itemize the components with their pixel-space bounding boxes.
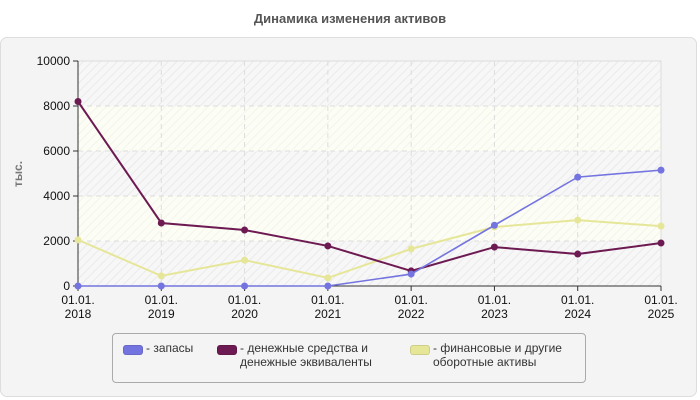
chart-title: Динамика изменения активов: [253, 11, 447, 26]
series-line: [77, 219, 662, 279]
data-point[interactable]: [657, 239, 665, 247]
legend-swatch-zapasy: [123, 345, 143, 355]
series-lines: [74, 98, 665, 290]
data-point[interactable]: [574, 250, 582, 258]
data-point[interactable]: [74, 282, 82, 290]
data-point[interactable]: [324, 274, 332, 282]
legend-item-cash: - денежные средства и денежные эквивален…: [217, 341, 372, 369]
x-tick-label: 2020: [231, 307, 258, 321]
data-point[interactable]: [157, 282, 165, 290]
x-tick-label: 01.01.: [644, 293, 677, 307]
legend-item-zapasy: - запасы: [123, 341, 193, 355]
y-tick-label: 10000: [37, 54, 71, 68]
data-point[interactable]: [74, 98, 82, 105]
y-tick-label: 6000: [43, 144, 70, 158]
x-tick-label: 2022: [398, 307, 425, 321]
data-point[interactable]: [157, 272, 165, 280]
series-line: [78, 169, 662, 287]
data-point[interactable]: [241, 282, 249, 290]
x-tick-label: 01.01.: [228, 293, 261, 307]
x-tick-label: 2025: [648, 307, 675, 321]
grid-lines: [78, 61, 661, 286]
data-point[interactable]: [657, 166, 665, 174]
x-tick-label: 01.01.: [478, 293, 511, 307]
series-line: [77, 100, 662, 272]
data-point[interactable]: [657, 222, 665, 230]
legend-swatch-fin: [410, 345, 430, 355]
data-point[interactable]: [574, 173, 582, 181]
y-tick-label: 2000: [43, 234, 70, 248]
data-point[interactable]: [241, 226, 249, 234]
data-point[interactable]: [74, 236, 82, 244]
y-axis-label: тыс.: [11, 161, 25, 187]
data-point[interactable]: [407, 245, 415, 253]
x-tick-label: 01.01.: [311, 293, 344, 307]
x-tick-label: 2021: [315, 307, 342, 321]
y-tick-label: 4000: [43, 189, 70, 203]
data-point[interactable]: [574, 216, 582, 224]
legend-label: - финансовые и другие оборотные активы: [433, 341, 562, 369]
x-tick-label: 2024: [564, 307, 591, 321]
data-point[interactable]: [324, 282, 332, 290]
chart-legend: - запасы - денежные средства и денежные …: [112, 333, 586, 383]
data-point[interactable]: [157, 219, 165, 227]
y-tick-label: 0: [63, 279, 70, 293]
x-tick-label: 2019: [148, 307, 175, 321]
x-tick-label: 2018: [65, 307, 92, 321]
legend-swatch-cash: [217, 345, 237, 355]
legend-item-fin: - финансовые и другие оборотные активы: [410, 341, 562, 369]
data-point[interactable]: [324, 242, 332, 250]
data-point[interactable]: [490, 221, 498, 229]
axes: 020004000600080001000001.01.201801.01.20…: [37, 54, 678, 321]
x-tick-label: 01.01.: [145, 293, 178, 307]
data-point[interactable]: [490, 243, 498, 251]
legend-label: - денежные средства и денежные эквивален…: [240, 341, 372, 369]
x-tick-label: 01.01.: [561, 293, 594, 307]
x-tick-label: 01.01.: [61, 293, 94, 307]
data-point[interactable]: [241, 256, 249, 264]
x-tick-label: 2023: [481, 307, 508, 321]
x-tick-label: 01.01.: [394, 293, 427, 307]
data-point[interactable]: [407, 270, 415, 278]
plot-area: [78, 60, 662, 286]
y-tick-label: 8000: [43, 99, 70, 113]
legend-label: - запасы: [146, 341, 194, 355]
